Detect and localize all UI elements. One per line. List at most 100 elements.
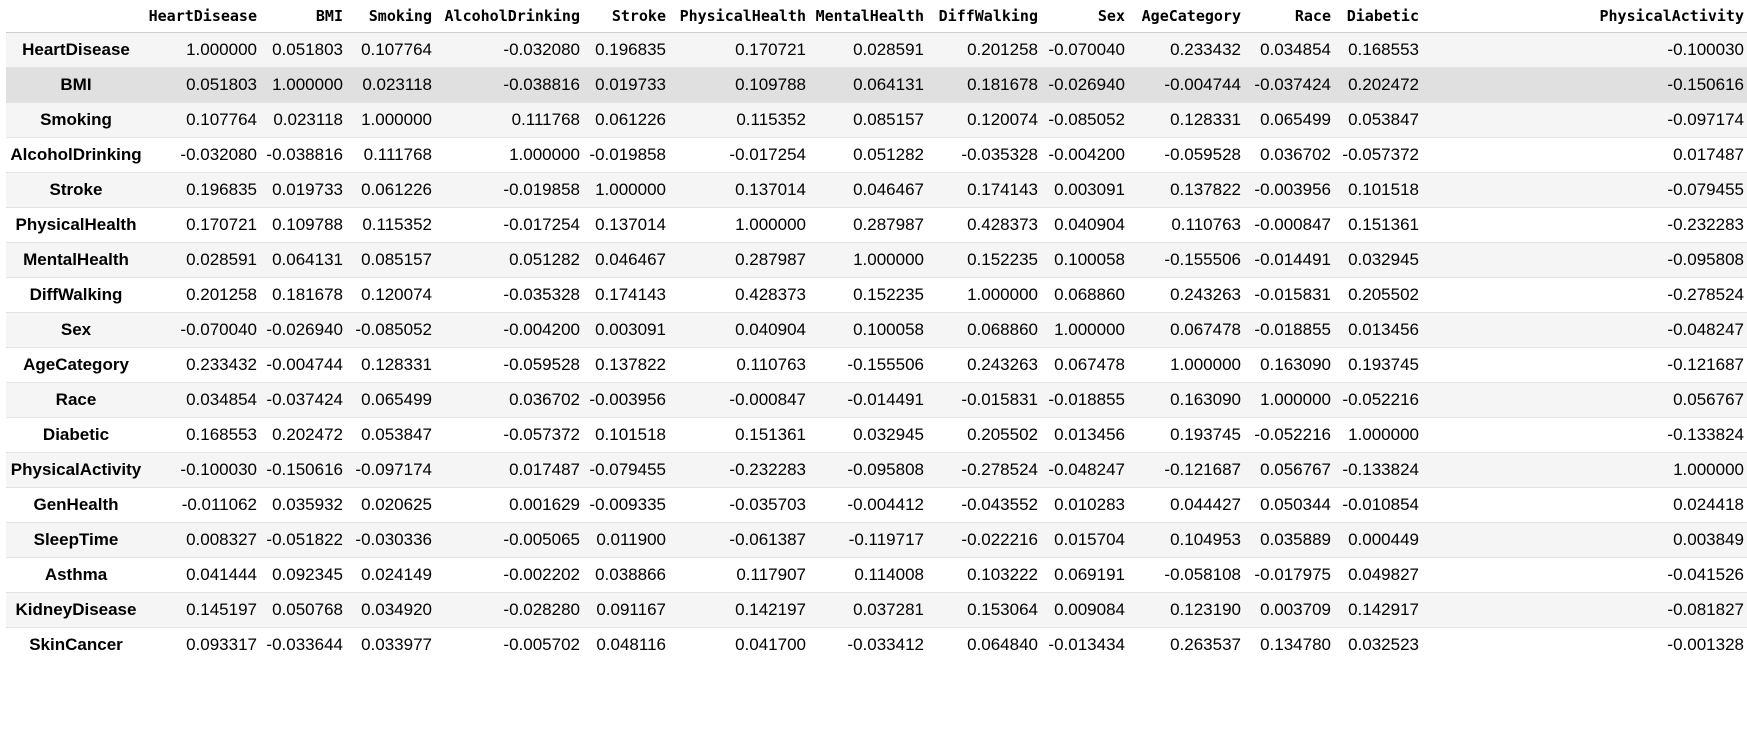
table-cell: 0.033977 [361, 635, 432, 655]
index-header [6, 0, 146, 33]
table-cell: -0.010854 [1342, 495, 1419, 514]
table-cell: 0.024418 [1673, 495, 1744, 514]
table-cell: 1.000000 [1348, 425, 1419, 444]
table-cell: 0.137822 [1170, 180, 1241, 199]
table-cell: 0.003849 [1673, 530, 1744, 549]
table-cell: 0.243263 [1170, 285, 1241, 304]
table-cell: 1.000000 [1170, 355, 1241, 374]
table-cell: 0.120074 [361, 285, 432, 304]
table-cell: 0.145197 [186, 600, 257, 619]
table-cell: -0.033412 [847, 635, 924, 655]
table-cell: -0.035328 [961, 145, 1038, 164]
table-cell: 1.000000 [967, 285, 1038, 304]
column-header: AgeCategory [1128, 0, 1244, 33]
column-header: Stroke [583, 0, 669, 33]
table-cell: -0.052216 [1342, 390, 1419, 409]
table-cell: -0.000847 [1254, 215, 1331, 234]
table-row: MentalHealth 0.028591 0.064131 0.085157 0.05… [6, 242, 1747, 278]
table-cell: 0.015704 [1054, 530, 1125, 549]
table-cell: 0.049827 [1348, 565, 1419, 584]
table-row: AlcoholDrinking -0.032080 -0.038816 0.11176… [6, 137, 1747, 173]
table-cell: 0.003091 [595, 320, 666, 339]
table-cell: -0.004744 [266, 355, 343, 374]
table-cell: 0.170721 [186, 215, 257, 234]
table-cell: 0.085157 [361, 250, 432, 269]
table-cell: 0.069191 [1054, 565, 1125, 584]
table-cell: -0.005065 [503, 530, 580, 549]
table-cell: 0.020625 [361, 495, 432, 514]
table-cell: -0.061387 [729, 530, 806, 549]
column-header: Diabetic [1334, 0, 1422, 33]
table-cell: -0.005702 [503, 635, 580, 655]
table-cell: -0.048247 [1667, 320, 1744, 339]
table-cell: 0.193745 [1170, 425, 1241, 444]
table-cell: 0.056767 [1260, 460, 1331, 479]
table-cell: 0.061226 [595, 110, 666, 129]
table-cell: 0.046467 [853, 180, 924, 199]
table-cell: 1.000000 [1054, 320, 1125, 339]
table-cell: -0.004412 [847, 495, 924, 514]
table-cell: 0.046467 [595, 250, 666, 269]
table-cell: 0.024149 [361, 565, 432, 584]
table-cell: 0.100058 [853, 320, 924, 339]
column-header: BMI [260, 0, 346, 33]
table-row: Smoking 0.107764 0.023118 1.000000 0.111768 0… [6, 102, 1747, 138]
correlation-table: HeartDisease BMI Smoking AlcoholDrinking… [6, 0, 1747, 663]
table-cell: 0.101518 [1348, 180, 1419, 199]
table-cell: 0.201258 [186, 285, 257, 304]
table-cell: 0.137822 [595, 355, 666, 374]
table-cell: -0.014491 [1254, 250, 1331, 269]
table-cell: -0.155506 [1164, 250, 1241, 269]
row-index-label: Asthma [44, 565, 108, 584]
table-cell: 0.048116 [596, 635, 666, 655]
table-cell: 0.142917 [1348, 600, 1419, 619]
table-cell: 0.193745 [1348, 355, 1419, 374]
table-cell: -0.100030 [180, 460, 257, 479]
table-cell: -0.059528 [1164, 145, 1241, 164]
row-index-label: PhysicalHealth [15, 215, 137, 234]
table-cell: -0.119717 [848, 530, 924, 549]
table-cell: -0.133824 [1342, 460, 1419, 479]
table-cell: -0.051822 [266, 530, 343, 549]
table-cell: -0.015831 [961, 390, 1038, 409]
table-cell: -0.081827 [1667, 600, 1744, 619]
table-cell: -0.278524 [961, 460, 1038, 479]
table-cell: 0.151361 [1348, 215, 1419, 234]
table-cell: -0.057372 [503, 425, 580, 444]
table-cell: 1.000000 [853, 250, 924, 269]
table-body: HeartDisease 1.000000 0.051803 0.107764 -0.0… [6, 32, 1747, 663]
table-cell: 0.137014 [735, 180, 806, 199]
table-cell: 0.013456 [1348, 320, 1419, 339]
table-cell: 0.019733 [272, 180, 343, 199]
table-cell: 0.233432 [1170, 40, 1241, 59]
table-cell: 1.000000 [1673, 460, 1744, 479]
table-cell: 0.123190 [1170, 600, 1241, 619]
table-cell: 0.163090 [1260, 355, 1331, 374]
table-cell: 0.000449 [1348, 530, 1419, 549]
table-cell: 0.181678 [272, 285, 343, 304]
table-cell: 0.128331 [361, 355, 432, 374]
column-header: HeartDisease [146, 0, 260, 33]
table-cell: -0.041526 [1667, 565, 1744, 584]
table-cell: 0.053847 [1348, 110, 1419, 129]
table-row: GenHealth -0.011062 0.035932 0.020625 0.0016… [6, 487, 1747, 523]
table-cell: -0.097174 [1667, 110, 1744, 129]
table-cell: -0.018855 [1254, 320, 1331, 339]
table-cell: 0.034854 [1260, 40, 1331, 59]
table-cell: 0.023118 [273, 110, 343, 129]
table-cell: 1.000000 [735, 215, 806, 234]
table-cell: 0.038866 [595, 565, 666, 584]
table-cell: 0.064840 [967, 635, 1038, 655]
table-cell: 0.068860 [1054, 285, 1125, 304]
table-cell: 0.128331 [1170, 110, 1241, 129]
table-cell: -0.011062 [181, 495, 257, 514]
table-cell: 0.028591 [853, 40, 924, 59]
table-cell: 0.201258 [967, 40, 1038, 59]
table-cell: -0.026940 [1048, 75, 1125, 94]
table-row: KidneyDisease 0.145197 0.050768 0.034920 -0.… [6, 592, 1747, 628]
table-cell: 0.104953 [1170, 530, 1241, 549]
table-cell: -0.059528 [503, 355, 580, 374]
table-cell: 0.168553 [1348, 40, 1419, 59]
table-cell: 0.100058 [1054, 250, 1125, 269]
table-cell: -0.038816 [266, 145, 343, 164]
